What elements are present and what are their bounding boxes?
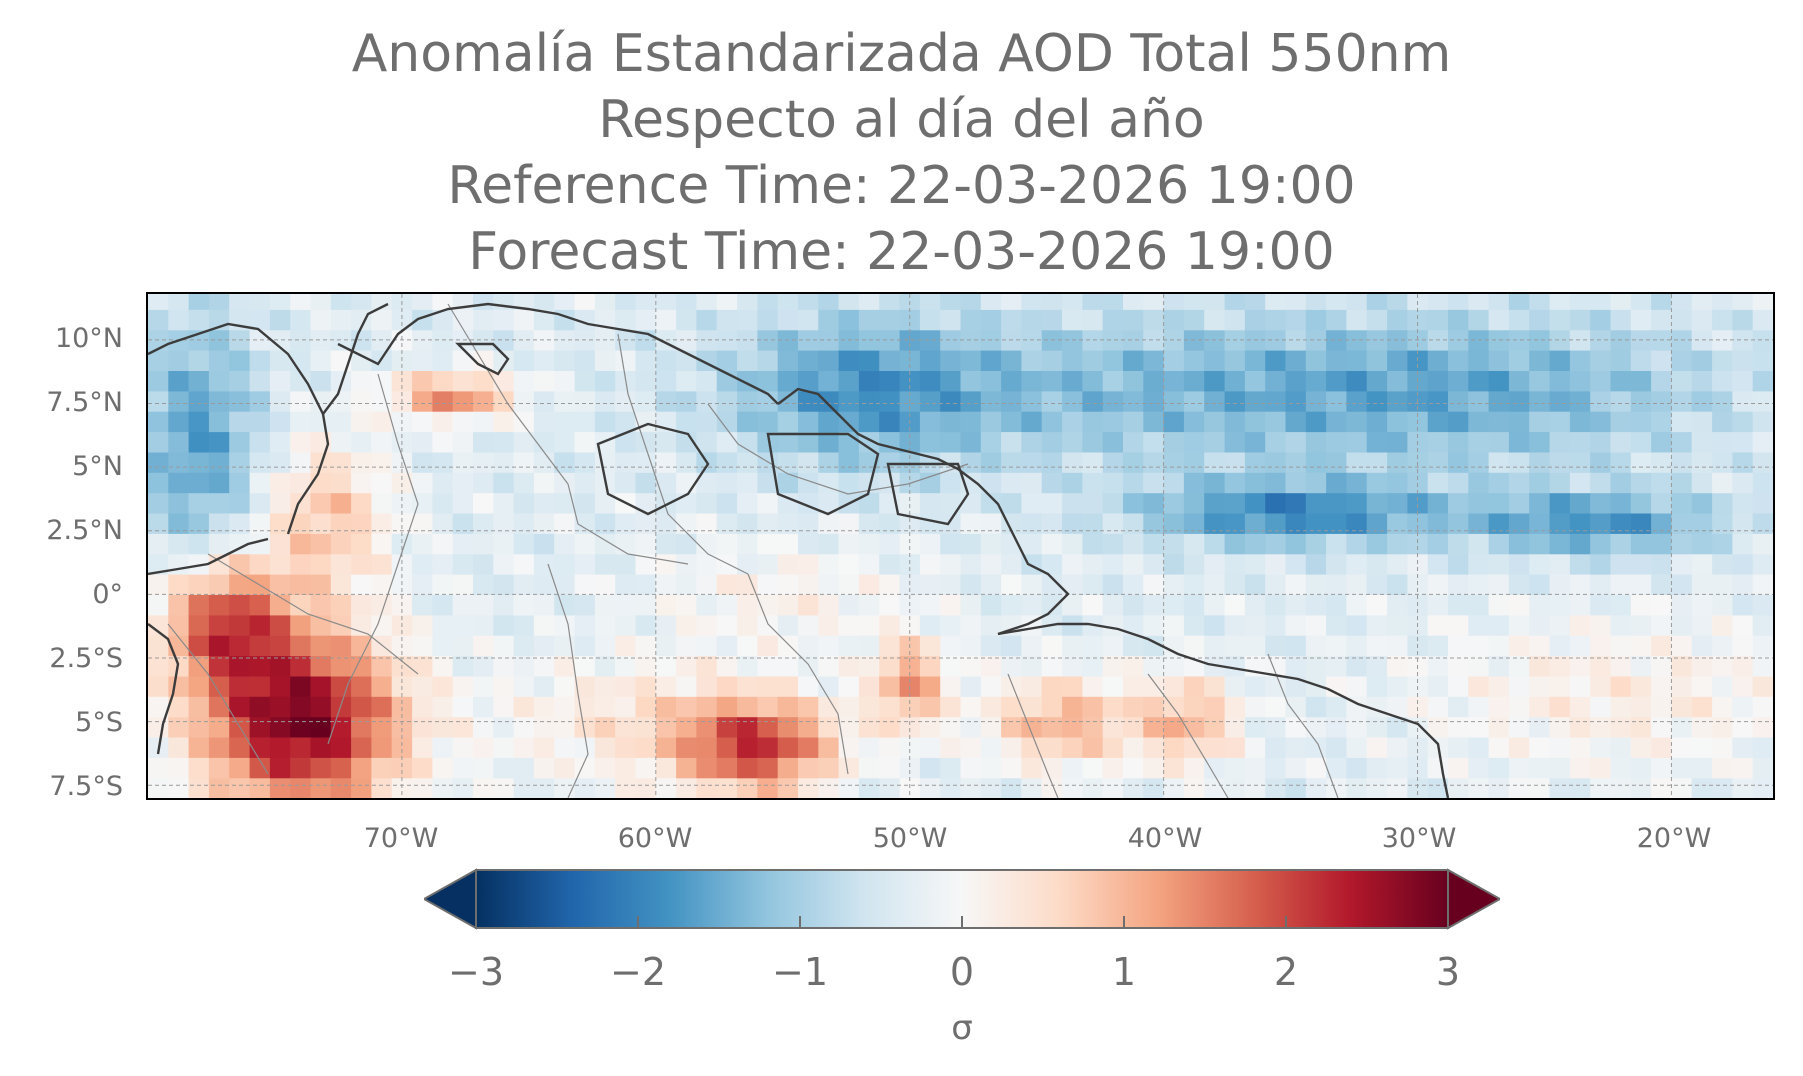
lon-label-40w: 40°W (1127, 823, 1203, 854)
lat-label-2-5s: 2.5°S (49, 643, 123, 674)
title-line-1: Anomalía Estandarizada AOD Total 550nm (351, 24, 1452, 84)
colorbar-tick-0: 0 (949, 950, 975, 994)
lat-label-7-5s: 7.5°S (49, 771, 123, 802)
lat-label-10n: 10°N (54, 323, 123, 354)
colorbar-high-extend (1447, 868, 1500, 930)
title-line-3: Reference Time: 22-03-2026 19:00 (447, 156, 1356, 216)
country-borders (167, 303, 1339, 798)
coastlines (148, 302, 1450, 798)
map-panel (146, 292, 1775, 800)
colorbar-tick-2: 2 (1273, 950, 1299, 994)
lat-label-5n: 5°N (72, 451, 123, 482)
lon-label-30w: 30°W (1381, 823, 1457, 854)
title-line-2: Respecto al día del año (598, 90, 1205, 150)
colorbar (424, 868, 1500, 930)
anomaly-map (148, 294, 1773, 798)
lon-label-60w: 60°W (617, 823, 693, 854)
colorbar-low-extend (424, 868, 477, 930)
lon-label-20w: 20°W (1636, 823, 1712, 854)
colorbar-tick-minus3: −3 (447, 950, 505, 994)
lat-label-2-5n: 2.5°N (46, 515, 123, 546)
lat-label-0: 0° (92, 579, 123, 610)
colorbar-tick-minus1: −1 (771, 950, 829, 994)
lat-label-5s: 5°S (75, 707, 123, 738)
lat-label-7-5n: 7.5°N (46, 387, 123, 418)
colorbar-label: σ (951, 1008, 973, 1048)
anomaly-field (148, 294, 1773, 798)
title-line-4: Forecast Time: 22-03-2026 19:00 (468, 222, 1335, 282)
lon-label-50w: 50°W (872, 823, 948, 854)
colorbar-tick-3: 3 (1435, 950, 1461, 994)
lon-label-70w: 70°W (363, 823, 439, 854)
colorbar-tick-1: 1 (1111, 950, 1137, 994)
colorbar-tick-minus2: −2 (609, 950, 667, 994)
